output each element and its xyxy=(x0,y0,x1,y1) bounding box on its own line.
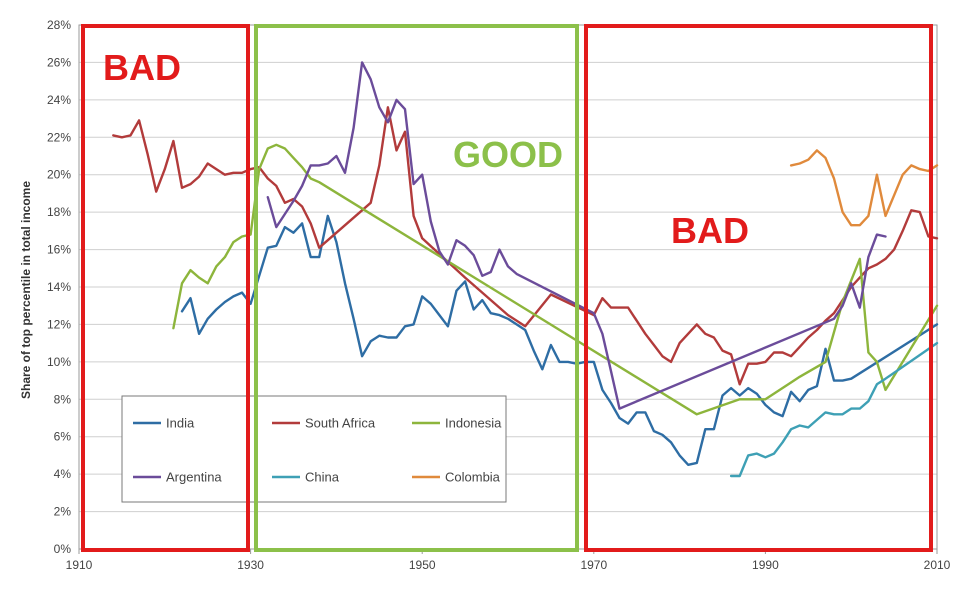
x-tick-label: 1910 xyxy=(66,558,93,572)
series-line-china xyxy=(729,341,939,478)
y-tick-label: 0% xyxy=(54,542,72,556)
legend-label-india: India xyxy=(166,416,195,431)
y-tick-label: 28% xyxy=(47,18,71,32)
y-axis-title: Share of top percentile in total income xyxy=(19,181,33,399)
x-tick-label: 1970 xyxy=(580,558,607,572)
series-lines xyxy=(112,61,939,478)
annotation-label: GOOD xyxy=(453,134,563,175)
legend-label-south-africa: South Africa xyxy=(305,416,376,431)
legend-box xyxy=(121,395,507,503)
series-line-indonesia xyxy=(172,143,939,416)
series-line-south-africa xyxy=(112,106,939,386)
y-axis-ticks: 0% 2% 4% 6% 8% 10% 12% 14% 16% 18% 20% 22% 24% 26% 28% xyxy=(47,18,71,556)
gridlines xyxy=(79,24,937,550)
legend-label-colombia: Colombia xyxy=(445,470,501,485)
annotation-box xyxy=(81,24,250,552)
y-tick-label: 2% xyxy=(54,505,72,519)
legend-label-china: China xyxy=(305,470,340,485)
y-tick-label: 16% xyxy=(47,243,71,257)
y-tick-label: 26% xyxy=(47,55,71,69)
legend-label-indonesia: Indonesia xyxy=(445,416,502,431)
y-tick-label: 6% xyxy=(54,430,72,444)
y-tick-label: 18% xyxy=(47,205,71,219)
y-tick-label: 14% xyxy=(47,280,71,294)
y-tick-label: 22% xyxy=(47,130,71,144)
legend-label-argentina: Argentina xyxy=(166,470,222,485)
x-tick-label: 1950 xyxy=(409,558,436,572)
series-line-colombia xyxy=(789,149,939,227)
annotation-box xyxy=(254,24,579,552)
y-tick-label: 8% xyxy=(54,392,72,406)
y-tick-label: 12% xyxy=(47,317,71,331)
annotation-label: BAD xyxy=(671,210,749,251)
annotation-boxes: BAD GOOD BAD xyxy=(81,24,933,552)
annotation-box xyxy=(584,24,933,552)
x-tick-label: 1990 xyxy=(752,558,779,572)
x-tick-label: 1930 xyxy=(237,558,264,572)
annotation-label: BAD xyxy=(103,47,181,88)
x-axis-ticks: 1910 1930 1950 1970 1990 2010 xyxy=(66,549,951,572)
x-tick-label: 2010 xyxy=(924,558,951,572)
y-tick-label: 20% xyxy=(47,168,71,182)
legend: India South Africa Indonesia Argentina China… xyxy=(121,395,507,503)
series-line-india xyxy=(180,214,939,466)
y-tick-label: 4% xyxy=(54,467,72,481)
series-line-argentina xyxy=(266,61,887,410)
y-tick-label: 24% xyxy=(47,93,71,107)
y-tick-label: 10% xyxy=(47,355,71,369)
